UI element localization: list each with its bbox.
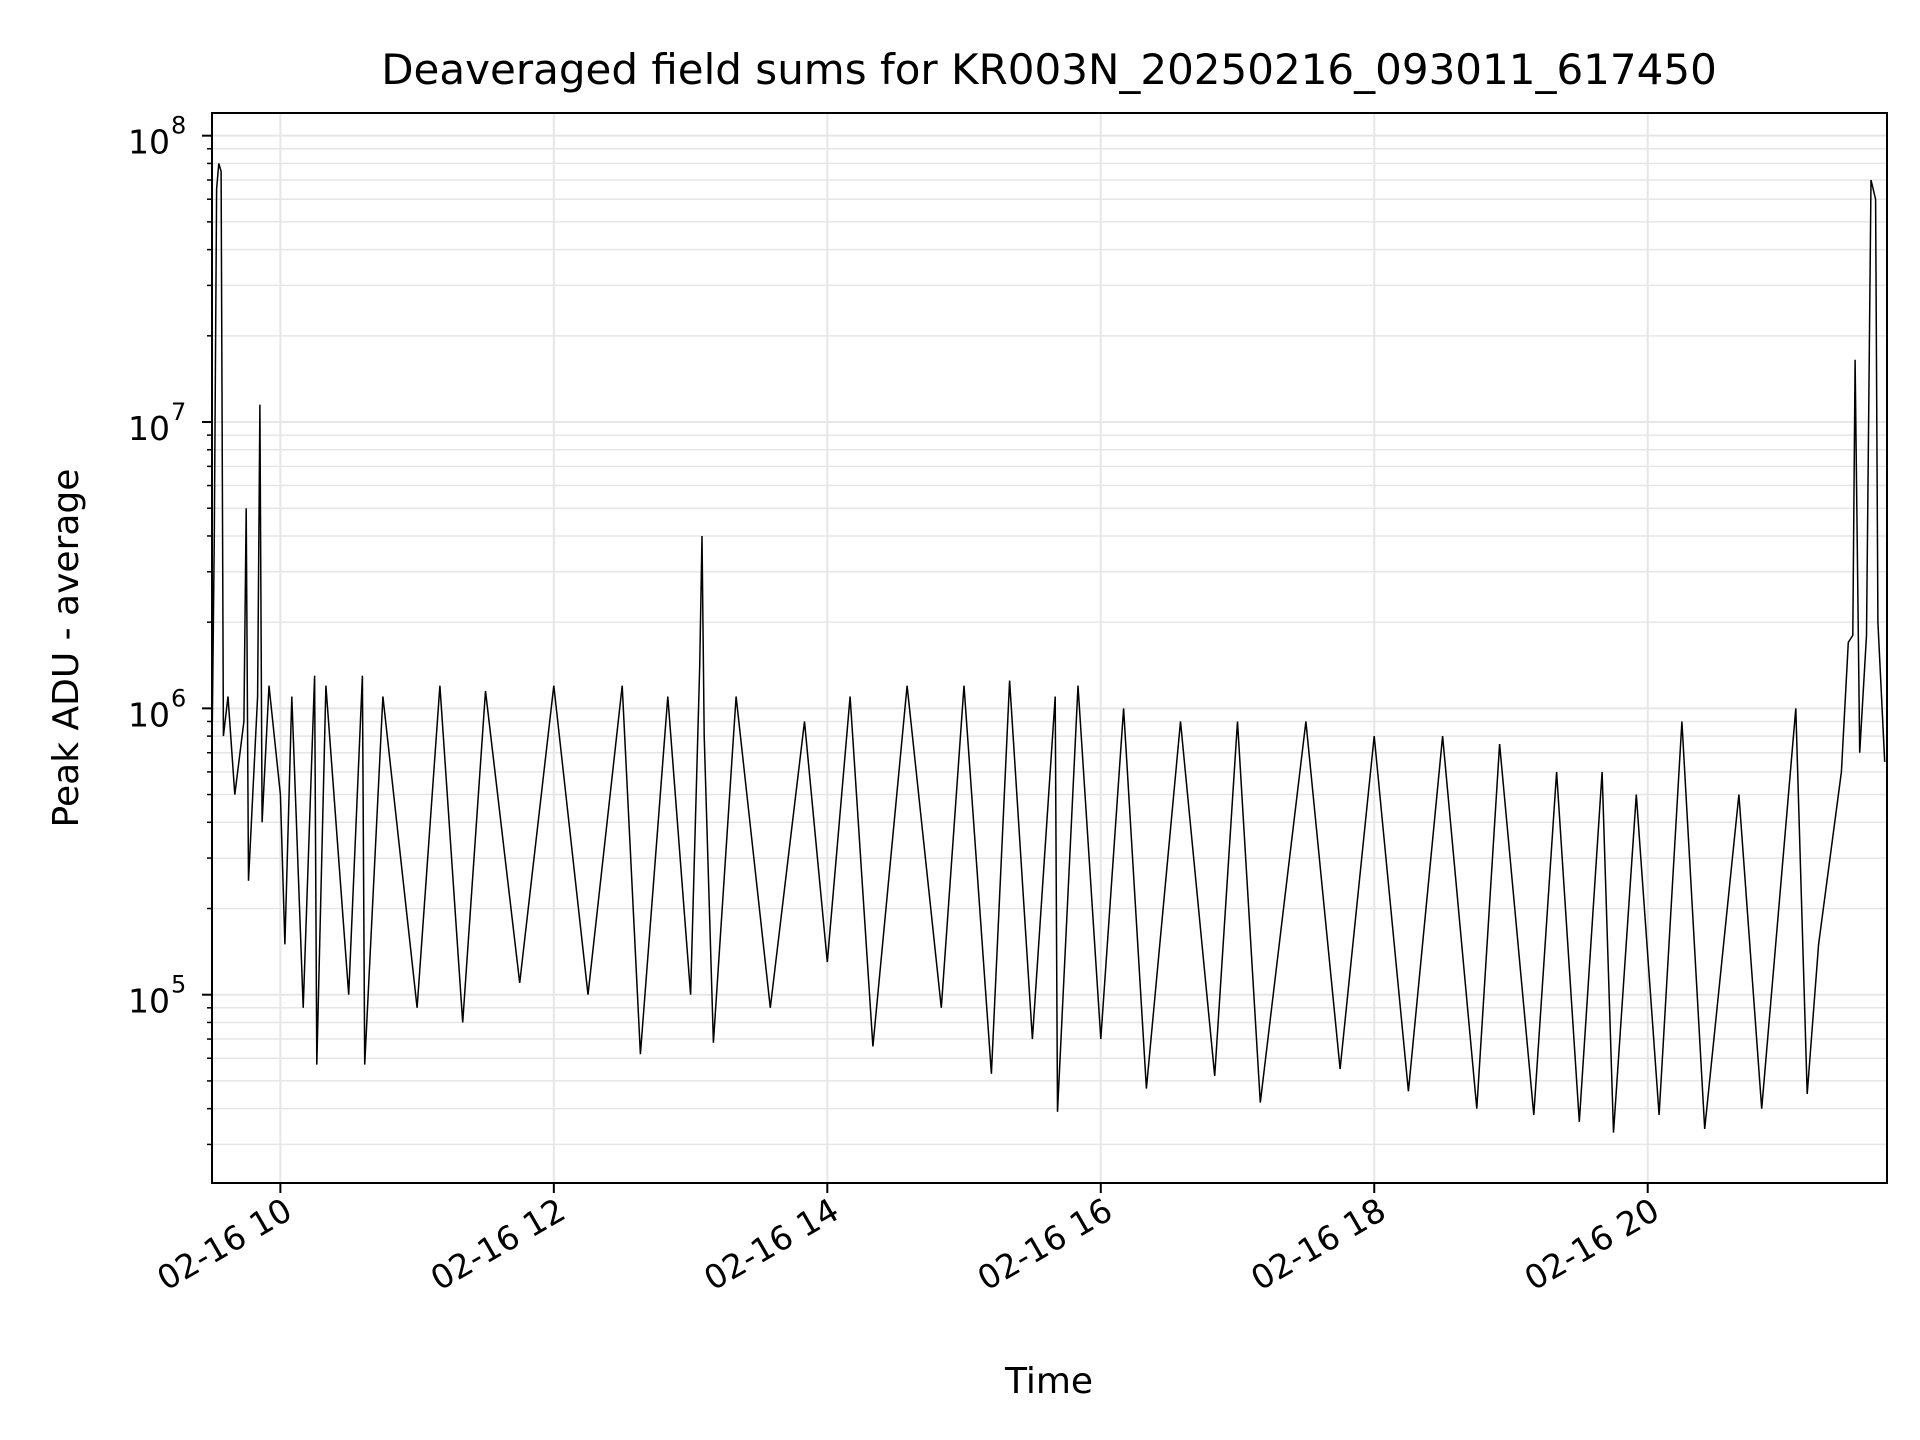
y-tick-exponent: 7 <box>171 398 186 426</box>
series-line-0 <box>211 163 1886 1133</box>
y-tick-label: 10 <box>128 409 170 448</box>
y-tick-exponent: 5 <box>171 971 186 999</box>
y-tick-exponent: 6 <box>171 684 186 712</box>
chart-title: Deaveraged field sums for KR003N_2025021… <box>381 45 1717 94</box>
y-tick-exponent: 8 <box>171 112 186 140</box>
x-axis-label: Time <box>1004 1361 1093 1402</box>
grid-lines <box>212 113 1887 1183</box>
series-layer <box>211 163 1886 1133</box>
y-axis-label: Peak ADU - average <box>46 469 87 828</box>
plot-frame <box>211 112 1888 1184</box>
y-tick-label: 10 <box>128 123 170 162</box>
y-tick-label: 10 <box>128 695 170 734</box>
y-tick-label: 10 <box>128 982 170 1021</box>
